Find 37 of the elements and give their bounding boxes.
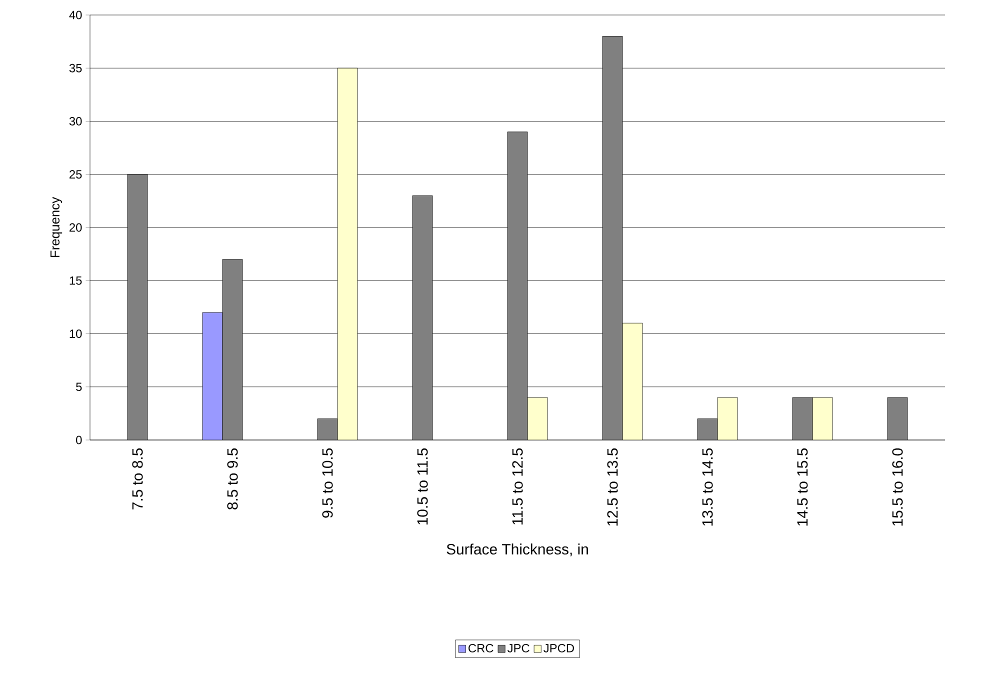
bar (622, 322, 643, 440)
x-tick-label: 12.5 to 13.5 (607, 448, 618, 526)
bar (887, 397, 908, 440)
x-tick-label: 10.5 to 11.5 (417, 448, 428, 524)
x-tick-label: 13.5 to 14.5 (702, 448, 713, 526)
y-tick-label: 25 (70, 170, 82, 179)
y-tick-label: 15 (70, 276, 82, 285)
bar (812, 397, 833, 440)
y-tick-label: 10 (70, 330, 82, 338)
legend-label: JPC (507, 644, 530, 652)
y-tick-label: 30 (69, 117, 82, 126)
x-tick-label: 11.5 to 12.5 (512, 448, 523, 524)
bar (602, 36, 623, 440)
bar (717, 397, 738, 440)
bar (792, 397, 813, 440)
x-tick-label: 14.5 to 15.5 (797, 448, 808, 526)
x-tick-label: 9.5 to 10.5 (322, 448, 333, 518)
x-tick-label: 15.5 to 16.0 (892, 448, 903, 526)
bar (412, 195, 433, 440)
y-tick-label: 20 (70, 223, 82, 232)
y-axis-title: Frequency (50, 196, 62, 258)
bar (222, 259, 243, 440)
x-tick-label: 8.5 to 9.5 (227, 448, 238, 510)
legend-label: CRC (468, 644, 494, 652)
bar (527, 397, 548, 440)
y-tick-label: 0 (76, 436, 82, 444)
y-tick-label: 40 (69, 10, 82, 20)
bar (127, 174, 148, 440)
x-tick-label: 7.5 to 8.5 (132, 448, 143, 510)
bar (317, 418, 338, 440)
y-tick-label: 35 (69, 64, 82, 72)
bar (507, 132, 528, 440)
y-tick-label: 5 (76, 382, 82, 392)
x-axis-title: Surface Thickness, in (446, 544, 588, 556)
bar (337, 68, 358, 440)
legend-label: JPCD (544, 644, 574, 652)
bar (697, 418, 718, 440)
